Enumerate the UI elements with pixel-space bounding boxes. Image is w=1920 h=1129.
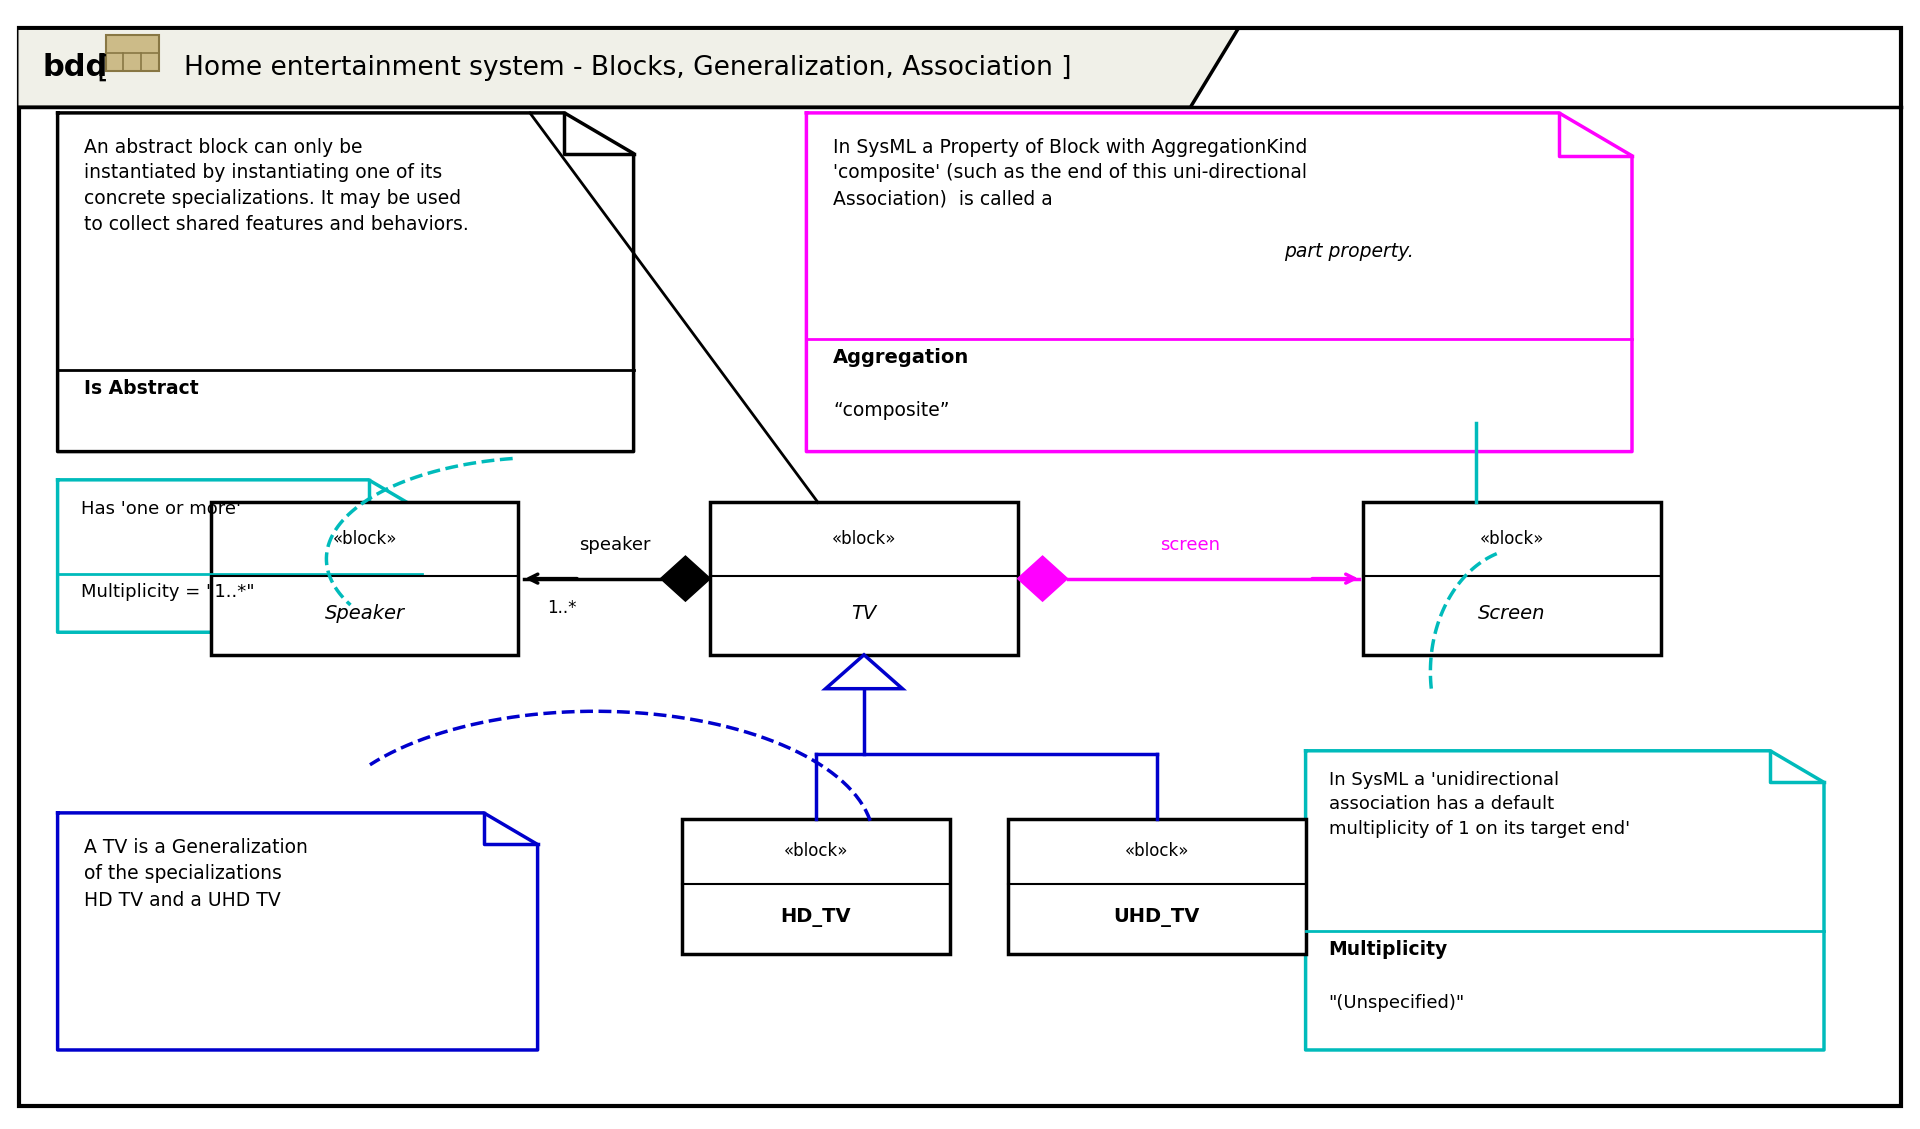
Text: HD_TV: HD_TV (781, 908, 851, 927)
Polygon shape (19, 28, 1238, 107)
Text: TV: TV (851, 604, 877, 623)
Text: Aggregation: Aggregation (833, 348, 970, 367)
Polygon shape (660, 557, 710, 601)
Polygon shape (806, 113, 1632, 452)
Text: screen: screen (1160, 536, 1221, 554)
Text: Home entertainment system - Blocks, Generalization, Association ]: Home entertainment system - Blocks, Gene… (184, 54, 1071, 81)
Bar (106, 35, 159, 71)
Text: Multiplicity: Multiplicity (1329, 940, 1448, 960)
Text: «block»: «block» (1480, 530, 1544, 548)
Text: In SysML a 'unidirectional
association has a default
multiplicity of 1 on its ta: In SysML a 'unidirectional association h… (1329, 771, 1630, 838)
Polygon shape (1306, 751, 1824, 1050)
Text: Has 'one or more': Has 'one or more' (81, 500, 240, 518)
Text: bdd: bdd (42, 53, 108, 82)
Text: Speaker: Speaker (324, 604, 405, 623)
Text: In SysML a Property of Block with AggregationKind
'composite' (such as the end o: In SysML a Property of Block with Aggreg… (833, 138, 1308, 208)
Bar (1363, 502, 1661, 655)
Text: "(Unspecified)": "(Unspecified)" (1329, 994, 1465, 1012)
Polygon shape (1018, 557, 1068, 601)
Text: «block»: «block» (332, 530, 397, 548)
Text: “composite”: “composite” (833, 401, 950, 420)
Text: 1..*: 1..* (547, 598, 576, 616)
Bar (682, 819, 950, 954)
Polygon shape (58, 813, 538, 1050)
Text: UHD_TV: UHD_TV (1114, 908, 1200, 927)
Polygon shape (58, 480, 422, 632)
Text: Screen: Screen (1478, 604, 1546, 623)
Text: «block»: «block» (831, 530, 897, 548)
Text: [: [ (96, 53, 108, 82)
Bar (710, 502, 1018, 655)
Polygon shape (826, 655, 902, 689)
Bar (1008, 819, 1306, 954)
Polygon shape (58, 113, 634, 452)
Text: «block»: «block» (1125, 842, 1188, 860)
Text: A TV is a Generalization
of the specializations
HD TV and a UHD TV: A TV is a Generalization of the speciali… (84, 838, 309, 910)
Text: speaker: speaker (578, 536, 651, 554)
Text: Multiplicity = "1..*": Multiplicity = "1..*" (81, 583, 253, 601)
Text: Is Abstract: Is Abstract (84, 379, 200, 399)
Bar (211, 502, 518, 655)
Text: An abstract block can only be
instantiated by instantiating one of its
concrete : An abstract block can only be instantiat… (84, 138, 468, 234)
Text: part property.: part property. (1284, 242, 1415, 261)
Text: «block»: «block» (783, 842, 849, 860)
